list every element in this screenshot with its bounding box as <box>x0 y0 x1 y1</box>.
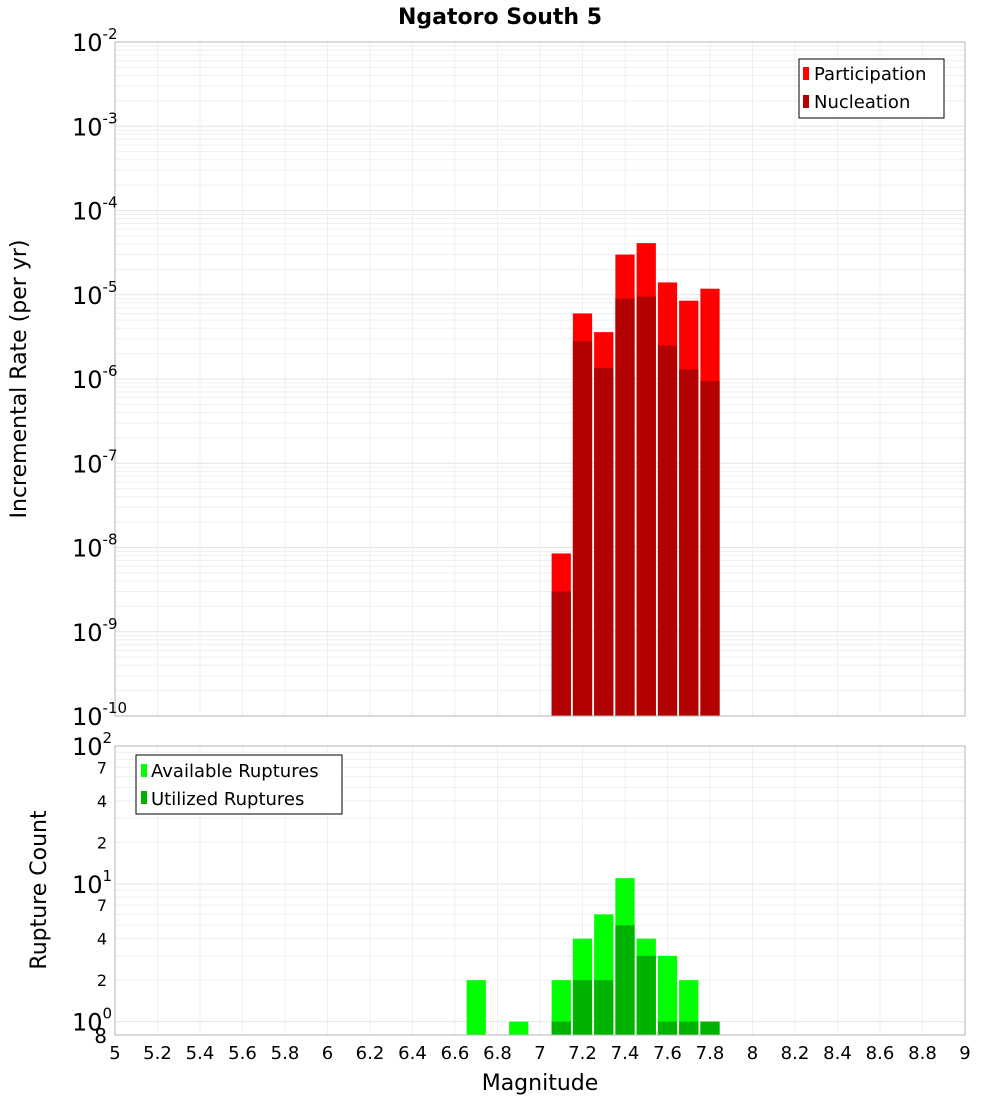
top-panel: 10-10 10-9 10-8 10-7 10-6 10-5 10-4 10-3 10-2 In… <box>7 25 966 731</box>
bottom-y-minor-tick-label: 7 <box>97 758 107 777</box>
bottom-legend-box <box>135 754 343 815</box>
available-ruptures-bar <box>509 1021 529 1035</box>
x-tick-label: 8.6 <box>866 1043 895 1064</box>
x-tick-label: 6.6 <box>441 1043 470 1064</box>
x-tick-label: 8.2 <box>781 1043 810 1064</box>
top-y-tick-label: 10-6 <box>72 362 118 394</box>
x-axis-label: Magnitude <box>482 1071 599 1096</box>
available-ruptures-bar <box>551 980 571 1035</box>
utilized-ruptures-legend-label: Utilized Ruptures <box>151 789 304 810</box>
x-tick-label: 8 <box>747 1043 758 1064</box>
available-ruptures-bar <box>679 980 699 1035</box>
x-tick-label: 7.4 <box>611 1043 640 1064</box>
x-tick-label: 5.4 <box>186 1043 215 1064</box>
bottom-bars <box>466 878 720 1035</box>
participation-legend-swatch <box>803 67 809 80</box>
utilized-ruptures-legend-swatch <box>141 791 147 804</box>
bottom-y-tick-label: 101 <box>72 867 112 899</box>
available-ruptures-bar <box>657 955 678 1035</box>
x-tick-label: 8.8 <box>908 1043 937 1064</box>
nucleation-bar <box>657 345 678 716</box>
bottom-y-tick-label: 102 <box>72 729 112 761</box>
x-tick-label: 5.2 <box>143 1043 172 1064</box>
utilized-ruptures-bar <box>615 925 635 1035</box>
bottom-y-axis-label: Rupture Count <box>27 810 52 970</box>
x-tick-label: 6.2 <box>356 1043 385 1064</box>
top-bars <box>551 243 720 716</box>
utilized-ruptures-bar <box>551 1021 571 1035</box>
x-tick-labels: 5 5.2 5.4 5.6 5.8 6 6.2 6.4 6.6 6.8 7 7.2 7.4 7.6 7.8 8… <box>109 1043 970 1064</box>
utilized-ruptures-bar <box>594 980 614 1035</box>
nucleation-bar <box>700 380 720 716</box>
bottom-y-minor-tick-label: 7 <box>97 896 107 915</box>
top-y-axis-label: Incremental Rate (per yr) <box>7 240 32 519</box>
utilized-ruptures-bar <box>700 1021 720 1035</box>
bottom-y-minor-tick-label: 4 <box>97 930 107 949</box>
nucleation-bar <box>594 368 614 716</box>
x-tick-label: 7.2 <box>568 1043 597 1064</box>
nucleation-bar <box>636 296 656 716</box>
utilized-ruptures-bar <box>657 1021 678 1035</box>
x-tick-label: 7 <box>534 1043 545 1064</box>
x-tick-label: 7.6 <box>653 1043 682 1064</box>
top-y-tick-label: 10-8 <box>72 531 118 563</box>
x-tick-label: 6.8 <box>483 1043 512 1064</box>
x-tick-label: 6 <box>322 1043 333 1064</box>
nucleation-legend-label: Nucleation <box>814 92 910 113</box>
x-tick-label: 5.8 <box>271 1043 300 1064</box>
top-y-tick-label: 10-5 <box>72 278 118 310</box>
bottom-plot-border <box>114 745 966 1036</box>
top-y-tick-labels: 10-10 10-9 10-8 10-7 10-6 10-5 10-4 10-3 10-2 <box>72 25 127 731</box>
available-ruptures-legend-label: Available Ruptures <box>151 761 319 782</box>
available-ruptures-legend-swatch <box>141 764 147 777</box>
x-tick-label: 8.4 <box>823 1043 852 1064</box>
nucleation-bar <box>572 341 593 716</box>
top-grid <box>114 42 966 717</box>
bottom-y-minor-tick-label: 2 <box>97 971 107 990</box>
top-y-tick-label: 10-2 <box>72 25 118 57</box>
x-tick-label: 5.6 <box>228 1043 257 1064</box>
top-legend: Participation Nucleation <box>798 58 945 119</box>
nucleation-bar <box>551 591 571 716</box>
utilized-ruptures-bar <box>679 1021 699 1035</box>
bottom-y-minor-tick-label: 8 <box>94 1024 107 1048</box>
top-y-tick-label: 10-10 <box>72 699 127 731</box>
x-tick-label: 6.4 <box>398 1043 427 1064</box>
top-y-tick-label: 10-9 <box>72 615 118 647</box>
bottom-y-tick-label: 100 <box>72 1005 112 1037</box>
participation-legend-label: Participation <box>814 64 926 85</box>
nucleation-bar <box>615 298 635 716</box>
chart-title: Ngatoro South 5 <box>398 5 602 30</box>
top-y-tick-label: 10-7 <box>72 446 118 478</box>
utilized-ruptures-bar <box>572 980 593 1035</box>
bottom-y-minor-tick-label: 2 <box>97 833 107 852</box>
nucleation-legend-swatch <box>803 95 809 108</box>
top-legend-box <box>798 58 945 119</box>
bottom-legend: Available Ruptures Utilized Ruptures <box>135 754 343 815</box>
bottom-panel: 100 101 102 8 2 4 7 2 4 7 5 5.2 5.4 5.6 5.8 6 6.2 6.4 6.6… <box>27 729 971 1096</box>
bottom-y-tick-labels: 100 101 102 8 2 4 7 2 4 7 <box>72 729 112 1048</box>
top-y-tick-label: 10-3 <box>72 109 118 141</box>
nucleation-bar <box>679 369 699 716</box>
x-tick-label: 9 <box>959 1043 970 1064</box>
utilized-ruptures-bar <box>636 955 656 1035</box>
bottom-y-minor-tick-label: 4 <box>97 792 107 811</box>
x-tick-label: 5 <box>109 1043 120 1064</box>
available-ruptures-bar <box>466 980 486 1035</box>
top-y-tick-label: 10-4 <box>72 194 118 226</box>
top-plot-border <box>114 41 966 717</box>
x-tick-label: 7.8 <box>696 1043 725 1064</box>
